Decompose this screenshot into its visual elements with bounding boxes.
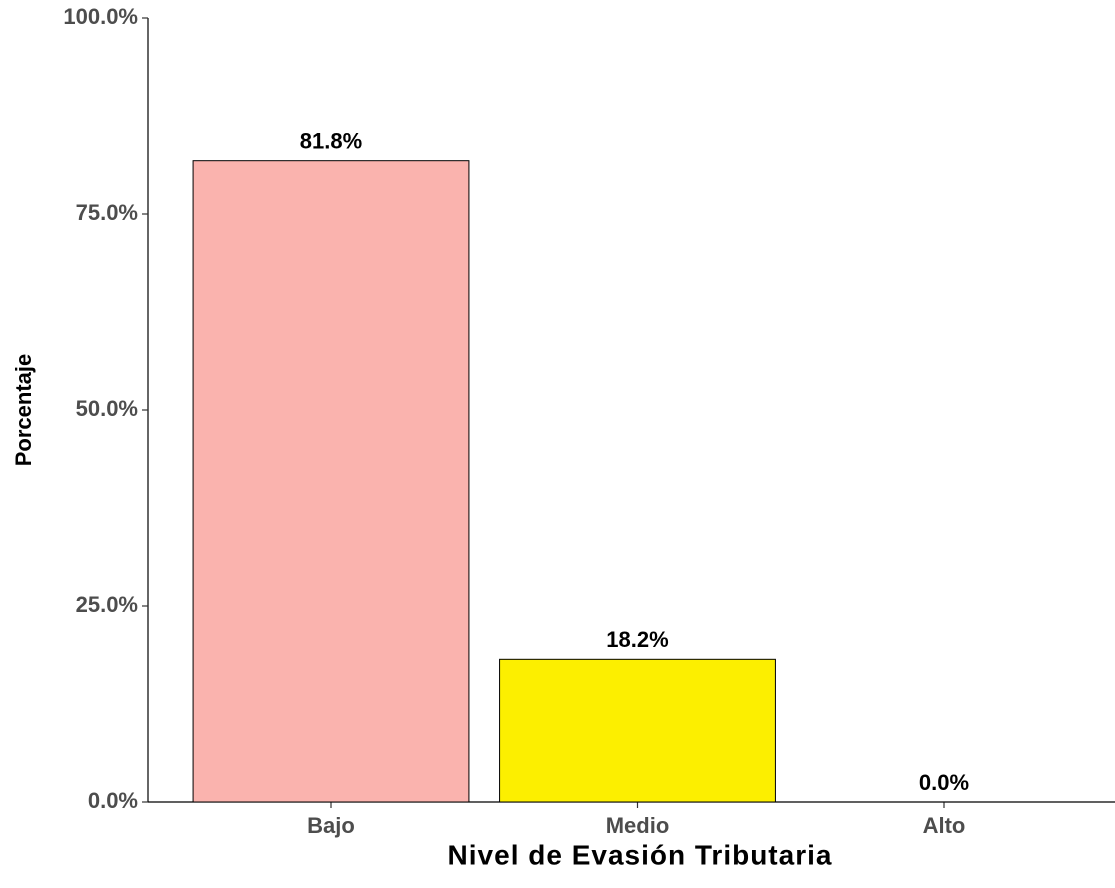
data-label: 0.0% (919, 770, 969, 795)
x-axis-title: Nivel de Evasión Tributaria (448, 839, 833, 870)
bar (499, 658, 776, 803)
y-tick-label: 75.0% (76, 200, 138, 225)
data-label: 18.2% (606, 627, 668, 652)
x-tick-label: Alto (923, 813, 966, 838)
y-tick-label: 50.0% (76, 396, 138, 421)
x-tick-label: Medio (606, 813, 670, 838)
x-tick-label: Bajo (307, 813, 355, 838)
y-tick-label: 0.0% (88, 788, 138, 813)
y-axis-title: Porcentaje (11, 354, 36, 467)
data-label: 81.8% (300, 129, 362, 154)
y-tick-label: 25.0% (76, 592, 138, 617)
bar (192, 160, 470, 803)
y-tick-label: 100.0% (63, 4, 138, 29)
